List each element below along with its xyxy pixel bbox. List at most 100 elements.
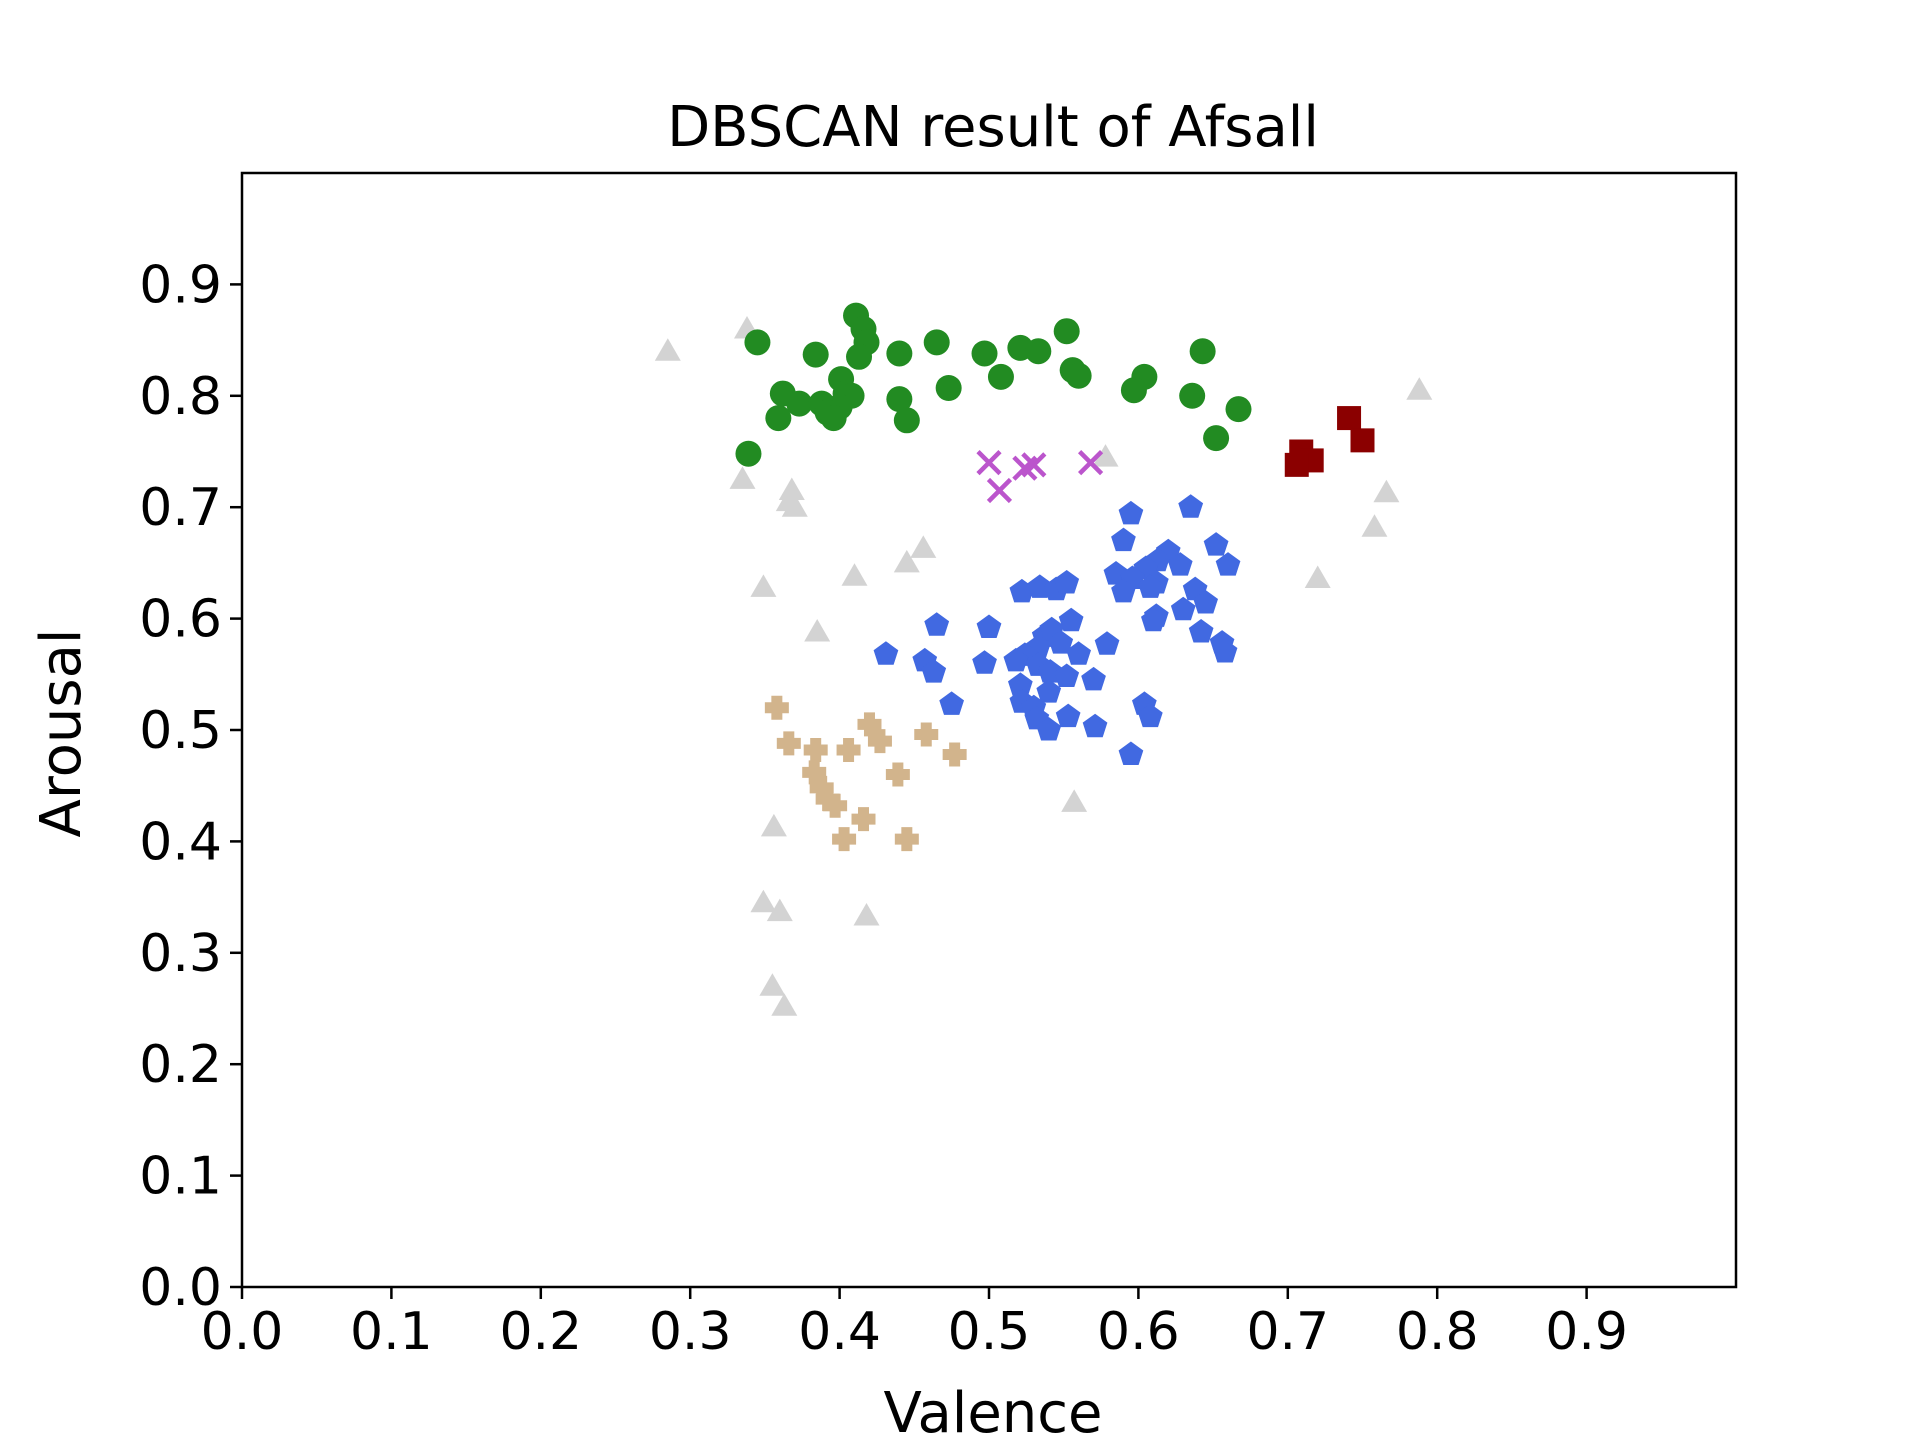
point-circle: [1179, 382, 1206, 409]
x-tick-label: 0.3: [649, 1302, 732, 1362]
point-plus: [832, 827, 857, 852]
x-tick-label: 0.4: [798, 1302, 881, 1362]
point-triangle: [804, 619, 831, 642]
point-circle: [846, 343, 873, 370]
point-triangle: [1373, 479, 1400, 503]
point-x: [1077, 450, 1104, 476]
point-pentagon: [1212, 639, 1238, 663]
point-circle: [802, 341, 829, 368]
point-circle: [893, 407, 920, 434]
point-triangle: [893, 549, 920, 573]
point-pentagon: [1203, 532, 1229, 556]
point-triangle: [766, 898, 793, 922]
x-axis-title: Valence: [883, 1381, 1102, 1440]
point-plus: [867, 729, 892, 754]
point-pentagon: [1170, 596, 1196, 621]
point-triangle: [771, 993, 798, 1016]
point-pentagon: [1167, 552, 1193, 576]
point-x: [986, 477, 1013, 504]
point-triangle: [654, 338, 681, 361]
point-pentagon: [1193, 590, 1218, 614]
y-tick-label: 0.8: [139, 367, 222, 427]
point-triangle: [781, 494, 808, 517]
point-pentagon: [1215, 552, 1241, 576]
point-pentagon: [873, 641, 899, 665]
point-triangle: [760, 813, 787, 837]
y-tick-label: 0.0: [139, 1258, 222, 1318]
point-circle: [1189, 338, 1216, 365]
point-circle: [1065, 362, 1092, 389]
point-circle: [1120, 377, 1147, 404]
point-circle: [886, 386, 913, 413]
point-plus: [857, 712, 882, 737]
point-pentagon: [1138, 574, 1163, 598]
chart-title: DBSCAN result of Afsall: [667, 95, 1319, 160]
point-triangle: [750, 889, 777, 913]
point-x: [976, 450, 1002, 476]
y-axis: 0.0 0.1 0.2 0.3 0.4 0.5 0.6 0.7 0.8 0.9: [139, 255, 242, 1318]
point-circle: [987, 363, 1014, 390]
point-pentagon: [1066, 641, 1091, 665]
point-plus: [836, 738, 861, 763]
point-circle: [923, 329, 950, 356]
point-triangle: [1304, 565, 1331, 588]
x-tick-label: 0.7: [1246, 1302, 1329, 1362]
point-circle: [1053, 318, 1080, 345]
y-axis-title: Arousal: [29, 629, 94, 838]
point-triangle: [778, 477, 805, 500]
point-pentagon: [972, 650, 997, 674]
point-triangle: [1406, 377, 1433, 400]
y-tick-label: 0.5: [139, 701, 222, 761]
point-circle: [1225, 396, 1252, 423]
point-triangle: [841, 563, 868, 586]
y-tick-label: 0.7: [139, 478, 222, 538]
point-plus: [885, 762, 910, 787]
point-pentagon: [1188, 619, 1214, 643]
point-pentagon: [939, 691, 964, 715]
point-pentagon: [1111, 578, 1136, 603]
point-pentagon: [1036, 679, 1062, 703]
point-plus: [776, 731, 801, 756]
point-plus: [803, 738, 828, 763]
point-pentagon: [1082, 713, 1108, 738]
point-triangle: [729, 466, 756, 489]
y-tick-label: 0.4: [139, 812, 222, 872]
point-plus: [815, 787, 840, 812]
point-circle: [971, 340, 998, 367]
x-tick-label: 0.9: [1545, 1302, 1628, 1362]
point-triangle: [1061, 789, 1088, 812]
point-pentagon: [1054, 663, 1080, 687]
point-pentagon: [1141, 607, 1166, 632]
point-circle: [735, 440, 762, 467]
point-pentagon: [921, 659, 947, 683]
point-plus: [802, 760, 827, 785]
point-pentagon: [1094, 631, 1120, 655]
x-axis: 0.0 0.1 0.2 0.3 0.4 0.5 0.6 0.7 0.8 0.9: [201, 1287, 1628, 1362]
y-tick-label: 0.1: [139, 1147, 222, 1207]
point-pentagon: [976, 614, 1002, 638]
point-plus: [851, 807, 876, 832]
point-plus: [764, 695, 789, 720]
point-pentagon: [1058, 607, 1084, 632]
y-tick-label: 0.6: [139, 590, 222, 650]
point-pentagon: [1081, 666, 1106, 691]
x-tick-label: 0.6: [1097, 1302, 1180, 1362]
point-pentagon: [924, 612, 950, 636]
point-pentagon: [1003, 647, 1029, 672]
x-tick-label: 0.8: [1396, 1302, 1479, 1362]
point-pentagon: [1138, 703, 1163, 728]
y-tick-label: 0.3: [139, 924, 222, 984]
point-triangle: [750, 574, 777, 597]
point-circle: [1025, 338, 1052, 365]
point-circle: [820, 405, 847, 432]
point-pentagon: [1008, 672, 1033, 696]
point-pentagon: [1055, 703, 1081, 728]
point-circle: [786, 390, 813, 417]
y-tick-label: 0.2: [139, 1035, 222, 1095]
point-pentagon: [1111, 527, 1136, 552]
point-triangle: [759, 973, 786, 996]
point-circle: [886, 340, 913, 367]
point-plus: [914, 722, 939, 747]
point-plus: [942, 742, 967, 767]
